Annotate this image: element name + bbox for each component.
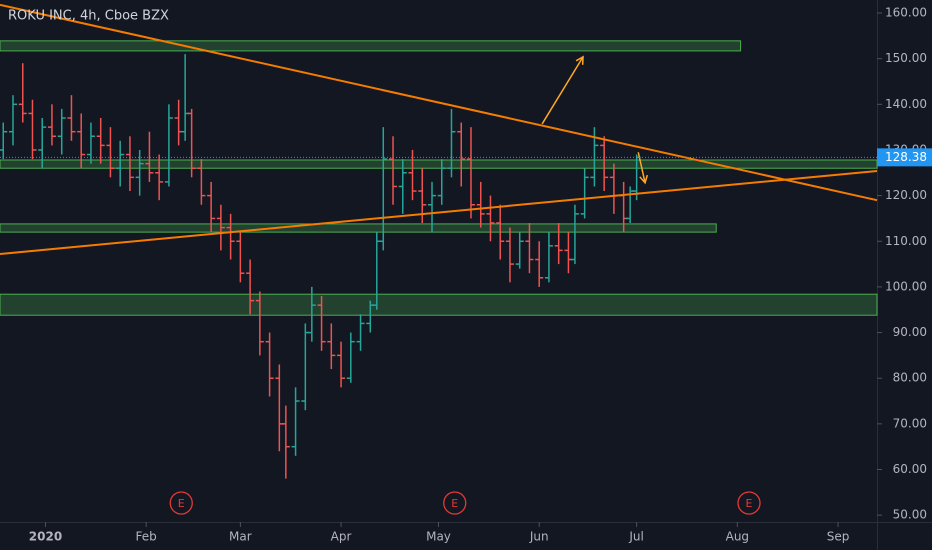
- trend-line: [0, 169, 878, 256]
- event-label: E: [178, 497, 185, 510]
- y-tick-label: 110.00: [885, 234, 927, 248]
- y-tick-label: 160.00: [885, 6, 927, 20]
- event-marker: [169, 491, 193, 515]
- x-tick-label: Sep: [827, 530, 850, 544]
- y-tick-label: 150.00: [885, 51, 927, 65]
- zone: [0, 159, 878, 169]
- x-tick-label: 2020: [29, 530, 62, 544]
- y-tick-label: 70.00: [893, 416, 927, 430]
- zone: [0, 40, 742, 52]
- event-marker: [737, 491, 761, 515]
- x-tick-label: Mar: [229, 530, 252, 544]
- y-tick-label: 50.00: [893, 508, 927, 522]
- zone: [0, 223, 717, 233]
- y-tick-label: 60.00: [893, 462, 927, 476]
- axes: 160.00150.00140.00130.00120.00110.00100.…: [29, 6, 932, 544]
- event-label: E: [451, 497, 458, 510]
- y-tick-label: 80.00: [893, 371, 927, 385]
- zone: [0, 293, 878, 316]
- y-tick-label: 140.00: [885, 97, 927, 111]
- x-tick-label: Aug: [726, 530, 749, 544]
- event-marker: [443, 491, 467, 515]
- x-tick-label: Apr: [331, 530, 352, 544]
- y-tick-label: 100.00: [885, 279, 927, 293]
- x-tick-label: Jun: [529, 530, 549, 544]
- trend-line: [0, 3, 878, 202]
- chart-title: ROKU INC, 4h, Cboe BZX: [8, 9, 169, 24]
- y-tick-label: 90.00: [893, 325, 927, 339]
- x-tick-label: Jul: [628, 530, 643, 544]
- last-price-box: [877, 148, 932, 167]
- x-tick-label: Feb: [136, 530, 157, 544]
- arrow: [541, 55, 584, 125]
- last-price-label: 128.38: [885, 150, 927, 164]
- y-tick-label: 120.00: [885, 188, 927, 202]
- x-tick-label: May: [426, 530, 451, 544]
- event-label: E: [746, 497, 753, 510]
